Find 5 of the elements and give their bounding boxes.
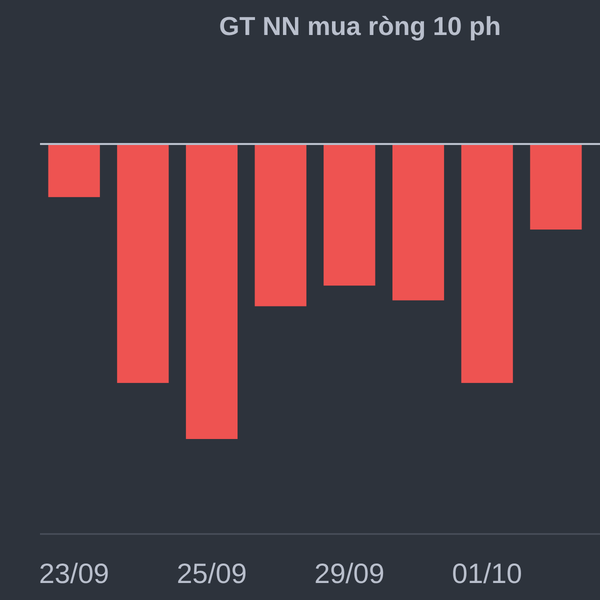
chart-title: GT NN mua ròng 10 ph [219, 11, 501, 41]
x-tick-label: 23/09 [39, 558, 110, 589]
x-tick-label: 29/09 [314, 558, 384, 589]
x-tick-label: 01/10 [452, 558, 522, 589]
x-tick-label: 25/09 [176, 558, 247, 589]
